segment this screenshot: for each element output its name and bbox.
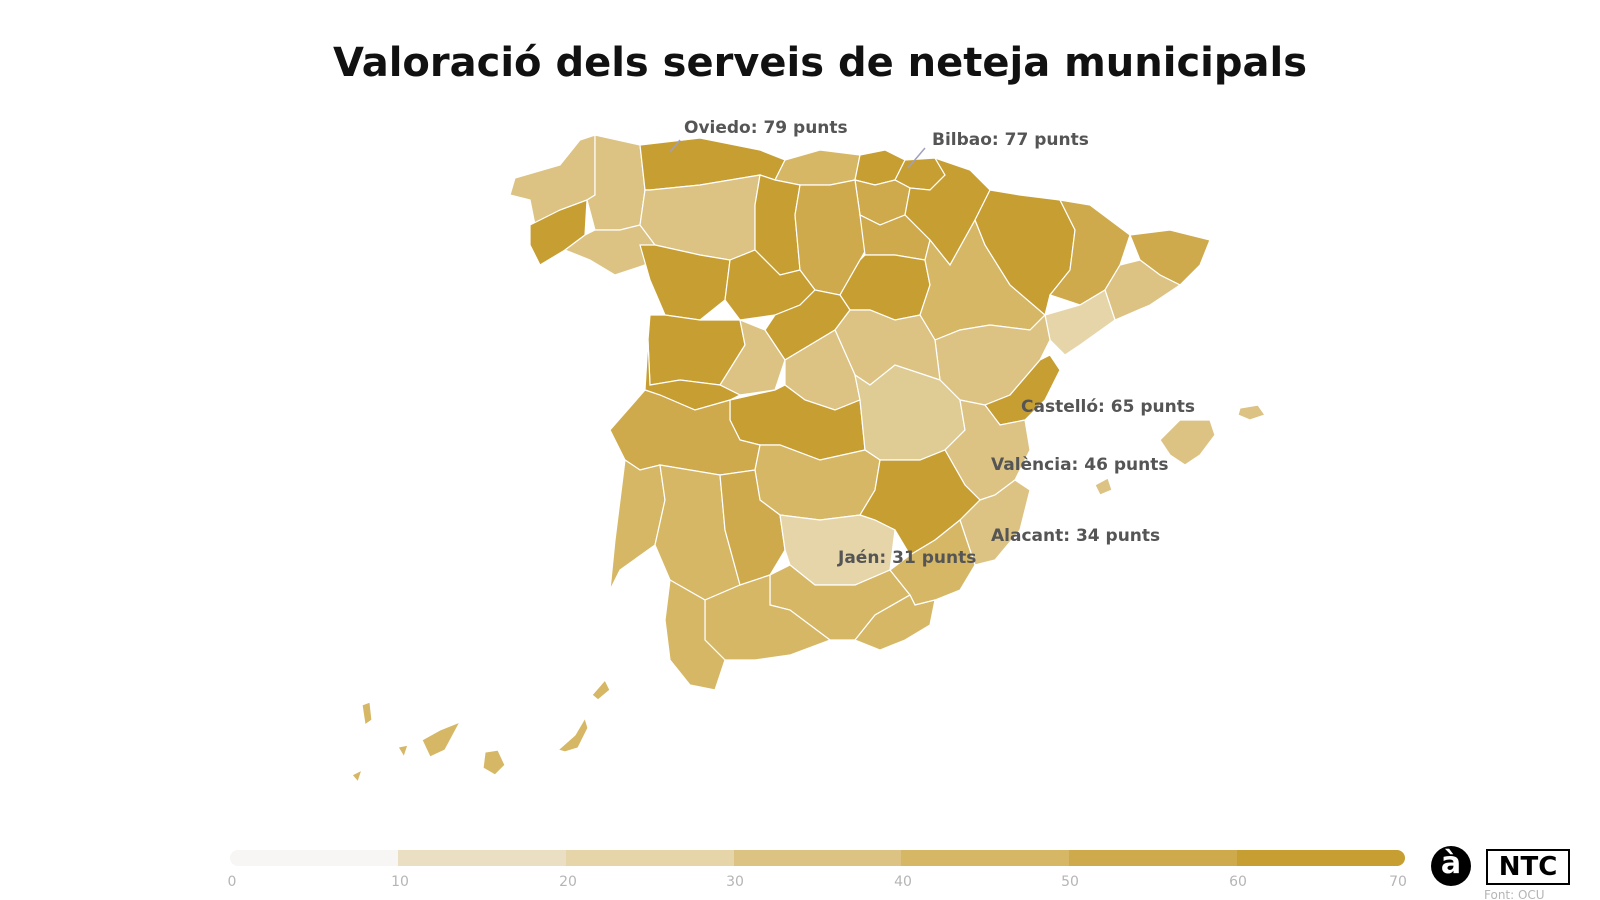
jaen-callout: Jaén: 31 punts [838, 548, 977, 568]
legend-tick-0: 0 [227, 874, 237, 890]
province-avila [719, 319, 786, 396]
island-la-palma [361, 701, 373, 727]
province-cadiz [664, 579, 726, 691]
bilbao-callout: Bilbao: 77 punts [932, 130, 1089, 150]
island-fuerteventura [556, 716, 589, 753]
oviedo-leader-line [669, 139, 681, 153]
island-tenerife [421, 720, 462, 758]
castello-callout: Castelló: 65 punts [1021, 397, 1195, 417]
source-note: Font: OCU [1484, 888, 1545, 900]
bilbao-leader-line [907, 147, 926, 169]
legend-segment-40-50 [901, 850, 1070, 866]
island-el-hierro [351, 768, 364, 784]
legend-tick-60: 60 [1229, 874, 1247, 890]
province-huelva [609, 458, 666, 591]
ntc-logo: NTC [1486, 849, 1570, 885]
province-lugo [586, 134, 646, 231]
legend-tick-10: 10 [391, 874, 409, 890]
island-gran-canaria [482, 749, 506, 776]
island-la-gomera [397, 744, 409, 759]
legend-segment-50-60 [1069, 850, 1238, 866]
legend-tick-50: 50 [1061, 874, 1079, 890]
legend-segment-60-70 [1237, 850, 1405, 866]
chart-title: Valoració dels serveis de neteja municip… [332, 40, 1308, 86]
island-lanzarote [591, 678, 611, 701]
a-punt-logo: à [1431, 846, 1471, 886]
legend-tick-30: 30 [726, 874, 744, 890]
legend-tick-40: 40 [894, 874, 912, 890]
province-almeria [854, 594, 936, 651]
legend-segment-20-30 [565, 850, 734, 866]
legend-segment-0-10 [230, 850, 398, 866]
province-cantabria [774, 149, 861, 186]
legend-segment-10-20 [397, 850, 566, 866]
island-menorca [1237, 404, 1266, 421]
island-mallorca [1159, 419, 1216, 466]
valencia-callout: València: 46 punts [991, 455, 1169, 475]
legend-segment-30-40 [733, 850, 902, 866]
alacant-callout: Alacant: 34 punts [991, 526, 1161, 546]
province-murcia [889, 518, 976, 606]
island-ibiza [1094, 477, 1113, 496]
color-scale-legend [230, 850, 1405, 866]
oviedo-callout: Oviedo: 79 punts [684, 118, 848, 138]
legend-tick-70: 70 [1389, 874, 1407, 890]
legend-tick-20: 20 [559, 874, 577, 890]
